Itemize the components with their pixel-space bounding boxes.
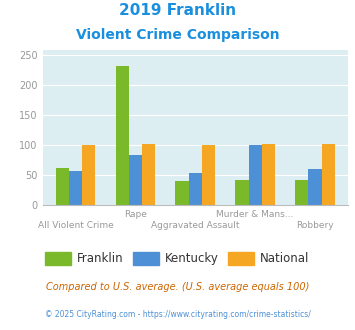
- Bar: [69, 171, 82, 205]
- Text: All Violent Crime: All Violent Crime: [38, 221, 113, 230]
- Bar: [129, 155, 142, 205]
- Text: Murder & Mans...: Murder & Mans...: [217, 210, 294, 218]
- Text: Rape: Rape: [124, 210, 147, 218]
- Bar: [175, 181, 189, 205]
- Text: Violent Crime Comparison: Violent Crime Comparison: [76, 28, 279, 42]
- Bar: [189, 173, 202, 205]
- Text: Robbery: Robbery: [296, 221, 334, 230]
- Legend: Franklin, Kentucky, National: Franklin, Kentucky, National: [40, 247, 315, 270]
- Text: © 2025 CityRating.com - https://www.cityrating.com/crime-statistics/: © 2025 CityRating.com - https://www.city…: [45, 310, 310, 319]
- Bar: [235, 180, 248, 205]
- Bar: [248, 145, 262, 205]
- Bar: [295, 180, 308, 205]
- Text: 2019 Franklin: 2019 Franklin: [119, 3, 236, 18]
- Text: Compared to U.S. average. (U.S. average equals 100): Compared to U.S. average. (U.S. average …: [46, 282, 309, 292]
- Bar: [82, 145, 95, 205]
- Bar: [322, 144, 335, 205]
- Bar: [202, 145, 215, 205]
- Bar: [56, 168, 69, 205]
- Bar: [142, 144, 155, 205]
- Text: Aggravated Assault: Aggravated Assault: [151, 221, 240, 230]
- Bar: [262, 144, 275, 205]
- Bar: [116, 66, 129, 205]
- Bar: [308, 169, 322, 205]
